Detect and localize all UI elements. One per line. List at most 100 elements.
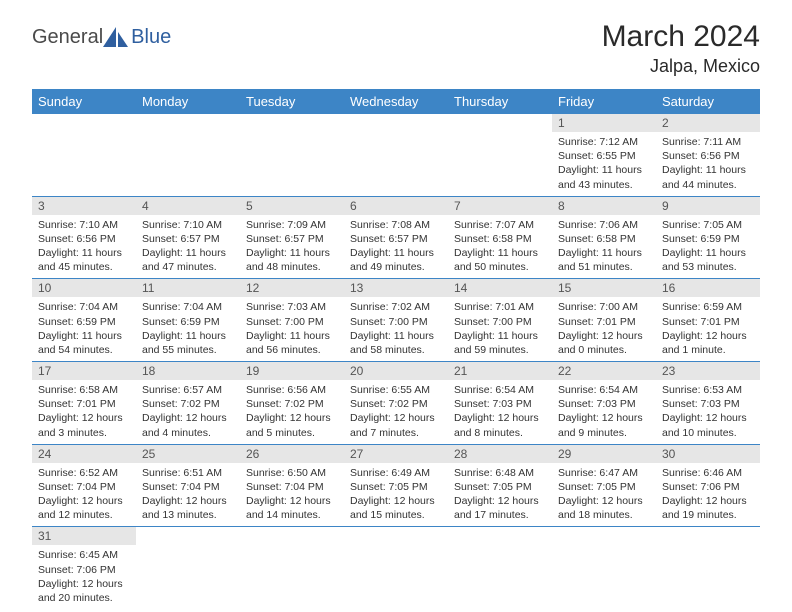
day-number: 10 [32,279,136,297]
daylight-text: Daylight: 11 hours and 58 minutes. [350,329,442,357]
day-number: 21 [448,362,552,380]
calendar-cell: 8 Sunrise: 7:06 AMSunset: 6:58 PMDaylight… [552,196,656,279]
day-body: Sunrise: 7:03 AMSunset: 7:00 PMDaylight:… [240,297,344,361]
logo: General Blue [32,26,171,49]
sunset-text: Sunset: 7:02 PM [246,397,338,411]
daylight-text: Daylight: 12 hours and 5 minutes. [246,411,338,439]
day-body: Sunrise: 6:54 AMSunset: 7:03 PMDaylight:… [552,380,656,444]
weekday-header: Wednesday [344,89,448,114]
daylight-text: Daylight: 11 hours and 43 minutes. [558,163,650,191]
calendar-cell: 28Sunrise: 6:48 AMSunset: 7:05 PMDayligh… [448,444,552,527]
day-number: 23 [656,362,760,380]
sunset-text: Sunset: 7:05 PM [454,480,546,494]
daylight-text: Daylight: 12 hours and 19 minutes. [662,494,754,522]
header: General Blue March 2024 Jalpa, Mexico [32,20,760,77]
calendar-cell: 11Sunrise: 7:04 AMSunset: 6:59 PMDayligh… [136,279,240,362]
daylight-text: Daylight: 12 hours and 15 minutes. [350,494,442,522]
calendar-cell: 14Sunrise: 7:01 AMSunset: 7:00 PMDayligh… [448,279,552,362]
calendar-cell: 16Sunrise: 6:59 AMSunset: 7:01 PMDayligh… [656,279,760,362]
sunset-text: Sunset: 6:55 PM [558,149,650,163]
logo-word-blue: Blue [131,26,171,49]
daylight-text: Daylight: 12 hours and 18 minutes. [558,494,650,522]
sunset-text: Sunset: 6:57 PM [350,232,442,246]
day-body: Sunrise: 6:58 AMSunset: 7:01 PMDaylight:… [32,380,136,444]
sunrise-text: Sunrise: 7:06 AM [558,218,650,232]
sunrise-text: Sunrise: 6:51 AM [142,466,234,480]
daylight-text: Daylight: 11 hours and 54 minutes. [38,329,130,357]
day-number: 31 [32,527,136,545]
daylight-text: Daylight: 12 hours and 17 minutes. [454,494,546,522]
calendar-cell [344,527,448,609]
sunrise-text: Sunrise: 6:54 AM [558,383,650,397]
day-body: Sunrise: 6:45 AMSunset: 7:06 PMDaylight:… [32,545,136,609]
sunset-text: Sunset: 7:00 PM [454,315,546,329]
day-number: 9 [656,197,760,215]
calendar-row: 24Sunrise: 6:52 AMSunset: 7:04 PMDayligh… [32,444,760,527]
day-number: 11 [136,279,240,297]
sunset-text: Sunset: 7:04 PM [246,480,338,494]
title-month: March 2024 [602,20,760,54]
day-body: Sunrise: 6:46 AMSunset: 7:06 PMDaylight:… [656,463,760,527]
day-body: Sunrise: 7:11 AMSunset: 6:56 PMDaylight:… [656,132,760,196]
sunset-text: Sunset: 7:01 PM [662,315,754,329]
day-body: Sunrise: 6:49 AMSunset: 7:05 PMDaylight:… [344,463,448,527]
sunrise-text: Sunrise: 7:11 AM [662,135,754,149]
calendar-cell: 4Sunrise: 7:10 AMSunset: 6:57 PMDaylight… [136,196,240,279]
calendar-body: 1Sunrise: 7:12 AMSunset: 6:55 PMDaylight… [32,114,760,609]
sunrise-text: Sunrise: 6:45 AM [38,548,130,562]
calendar-cell: 26Sunrise: 6:50 AMSunset: 7:04 PMDayligh… [240,444,344,527]
day-number: 8 [552,197,656,215]
day-number: 13 [344,279,448,297]
logo-word-general: General [32,26,103,49]
daylight-text: Daylight: 11 hours and 50 minutes. [454,246,546,274]
sunset-text: Sunset: 7:02 PM [142,397,234,411]
day-number: 17 [32,362,136,380]
sunrise-text: Sunrise: 7:10 AM [142,218,234,232]
sunset-text: Sunset: 6:58 PM [558,232,650,246]
calendar-row: 17Sunrise: 6:58 AMSunset: 7:01 PMDayligh… [32,362,760,445]
sunset-text: Sunset: 6:59 PM [142,315,234,329]
day-body: Sunrise: 7:02 AMSunset: 7:00 PMDaylight:… [344,297,448,361]
calendar-cell [240,114,344,196]
weekday-header-row: Sunday Monday Tuesday Wednesday Thursday… [32,89,760,114]
calendar-cell [448,114,552,196]
day-number: 15 [552,279,656,297]
day-number: 26 [240,445,344,463]
daylight-text: Daylight: 12 hours and 10 minutes. [662,411,754,439]
sunrise-text: Sunrise: 7:01 AM [454,300,546,314]
calendar-cell: 9Sunrise: 7:05 AMSunset: 6:59 PMDaylight… [656,196,760,279]
day-body: Sunrise: 6:52 AMSunset: 7:04 PMDaylight:… [32,463,136,527]
sunrise-text: Sunrise: 7:07 AM [454,218,546,232]
daylight-text: Daylight: 11 hours and 51 minutes. [558,246,650,274]
weekday-header: Monday [136,89,240,114]
daylight-text: Daylight: 12 hours and 20 minutes. [38,577,130,605]
day-number: 2 [656,114,760,132]
sunset-text: Sunset: 7:03 PM [662,397,754,411]
calendar-cell: 23Sunrise: 6:53 AMSunset: 7:03 PMDayligh… [656,362,760,445]
calendar-cell [552,527,656,609]
day-body: Sunrise: 7:05 AMSunset: 6:59 PMDaylight:… [656,215,760,279]
daylight-text: Daylight: 12 hours and 8 minutes. [454,411,546,439]
daylight-text: Daylight: 11 hours and 45 minutes. [38,246,130,274]
calendar-cell [136,114,240,196]
day-number: 12 [240,279,344,297]
sunset-text: Sunset: 6:59 PM [38,315,130,329]
sunrise-text: Sunrise: 6:59 AM [662,300,754,314]
day-number: 7 [448,197,552,215]
sunset-text: Sunset: 7:06 PM [38,563,130,577]
sunrise-text: Sunrise: 7:03 AM [246,300,338,314]
calendar-cell: 27Sunrise: 6:49 AMSunset: 7:05 PMDayligh… [344,444,448,527]
sunset-text: Sunset: 7:00 PM [350,315,442,329]
sunset-text: Sunset: 7:04 PM [142,480,234,494]
daylight-text: Daylight: 12 hours and 7 minutes. [350,411,442,439]
daylight-text: Daylight: 12 hours and 13 minutes. [142,494,234,522]
day-body: Sunrise: 6:54 AMSunset: 7:03 PMDaylight:… [448,380,552,444]
calendar-cell: 12Sunrise: 7:03 AMSunset: 7:00 PMDayligh… [240,279,344,362]
day-number: 30 [656,445,760,463]
calendar-cell [656,527,760,609]
sunrise-text: Sunrise: 6:57 AM [142,383,234,397]
day-number: 14 [448,279,552,297]
daylight-text: Daylight: 12 hours and 3 minutes. [38,411,130,439]
sunset-text: Sunset: 7:06 PM [662,480,754,494]
day-body: Sunrise: 7:04 AMSunset: 6:59 PMDaylight:… [136,297,240,361]
